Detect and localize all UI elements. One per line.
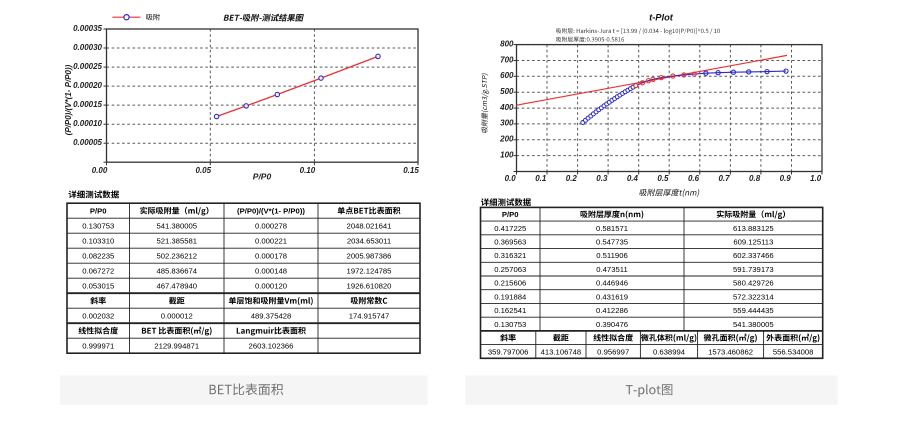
svg-text:413.106748: 413.106748 — [541, 347, 582, 356]
svg-text:0.215606: 0.215606 — [494, 279, 526, 288]
svg-text:400: 400 — [499, 103, 514, 112]
svg-text:0.067272: 0.067272 — [82, 267, 114, 276]
svg-text:0.000221: 0.000221 — [255, 237, 287, 246]
svg-text:0.316321: 0.316321 — [494, 251, 526, 260]
svg-text:0.446946: 0.446946 — [596, 279, 628, 288]
svg-text:2048.021641: 2048.021641 — [347, 222, 392, 231]
svg-text:489.375428: 489.375428 — [251, 312, 292, 321]
svg-text:0.00010: 0.00010 — [73, 119, 102, 128]
svg-text:0.00: 0.00 — [92, 166, 108, 175]
svg-text:541.380005: 541.380005 — [156, 222, 197, 231]
svg-text:502.236212: 502.236212 — [156, 252, 197, 261]
svg-text:541.380005: 541.380005 — [733, 320, 774, 329]
svg-text:0.053015: 0.053015 — [82, 282, 114, 291]
svg-text:0.473511: 0.473511 — [596, 265, 628, 274]
svg-text:0.3: 0.3 — [596, 174, 608, 183]
svg-text:0.130753: 0.130753 — [494, 320, 526, 329]
svg-text:0.15: 0.15 — [403, 166, 419, 175]
svg-text:(P/P0)/(V*(1- P/P0)): (P/P0)/(V*(1- P/P0)) — [64, 64, 73, 135]
svg-text:559.444435: 559.444435 — [733, 306, 774, 315]
svg-text:0.000148: 0.000148 — [255, 267, 287, 276]
svg-text:300: 300 — [500, 119, 514, 128]
svg-text:0.1: 0.1 — [535, 174, 547, 183]
svg-text:0.000120: 0.000120 — [255, 282, 287, 291]
svg-text:0.6: 0.6 — [688, 174, 700, 183]
svg-text:700: 700 — [500, 55, 514, 64]
svg-text:0.956997: 0.956997 — [597, 347, 629, 356]
svg-text:0.257063: 0.257063 — [494, 265, 526, 274]
svg-text:0.00015: 0.00015 — [73, 100, 102, 109]
svg-text:0.002032: 0.002032 — [82, 312, 114, 321]
svg-text:0.000278: 0.000278 — [255, 222, 287, 231]
svg-text:0.00005: 0.00005 — [73, 138, 102, 147]
svg-text:P/P0: P/P0 — [253, 172, 272, 182]
svg-text:0.5: 0.5 — [657, 174, 669, 183]
svg-text:P/P0: P/P0 — [502, 210, 519, 219]
svg-text:0.00030: 0.00030 — [73, 43, 102, 52]
svg-text:0.412286: 0.412286 — [596, 306, 628, 315]
svg-text:1972.124785: 1972.124785 — [347, 267, 392, 276]
svg-text:0.417225: 0.417225 — [494, 224, 526, 233]
svg-text:0.10: 0.10 — [300, 166, 316, 175]
svg-text:0.511906: 0.511906 — [596, 251, 628, 260]
svg-text:500: 500 — [500, 87, 514, 96]
svg-text:0.390476: 0.390476 — [596, 320, 628, 329]
svg-text:0.000012: 0.000012 — [161, 312, 193, 321]
svg-text:0.638994: 0.638994 — [653, 347, 686, 356]
svg-text:0.2: 0.2 — [566, 174, 578, 183]
svg-text:521.385581: 521.385581 — [156, 237, 197, 246]
svg-text:0.369563: 0.369563 — [494, 238, 526, 247]
svg-text:0.191884: 0.191884 — [494, 292, 527, 301]
svg-text:800: 800 — [500, 39, 514, 48]
svg-text:174.915747: 174.915747 — [349, 312, 390, 321]
svg-text:0.00020: 0.00020 — [73, 81, 102, 90]
svg-text:2005.987386: 2005.987386 — [347, 252, 392, 261]
svg-text:609.125113: 609.125113 — [733, 238, 773, 247]
svg-text:0.103310: 0.103310 — [82, 237, 114, 246]
svg-text:200: 200 — [499, 135, 514, 144]
svg-text:P/P0: P/P0 — [90, 207, 107, 216]
svg-text:0.00025: 0.00025 — [73, 62, 102, 71]
svg-text:0.7: 0.7 — [718, 174, 730, 183]
svg-text:0.162541: 0.162541 — [494, 306, 526, 315]
svg-text:0.547735: 0.547735 — [596, 238, 628, 247]
svg-text:0.05: 0.05 — [196, 166, 212, 175]
svg-text:0.8: 0.8 — [749, 174, 761, 183]
svg-text:1926.610820: 1926.610820 — [347, 282, 392, 291]
svg-text:0.9: 0.9 — [780, 174, 792, 183]
svg-text:613.883125: 613.883125 — [733, 224, 774, 233]
svg-text:467.478940: 467.478940 — [156, 282, 197, 291]
svg-text:0.431619: 0.431619 — [596, 292, 628, 301]
svg-text:0.0: 0.0 — [505, 174, 517, 183]
svg-text:100: 100 — [500, 150, 514, 159]
svg-text:580.429726: 580.429726 — [733, 279, 774, 288]
svg-text:2129.994871: 2129.994871 — [154, 342, 199, 351]
svg-text:359.797006: 359.797006 — [488, 347, 529, 356]
svg-text:0.999971: 0.999971 — [82, 342, 114, 351]
svg-text:0.4: 0.4 — [627, 174, 639, 183]
svg-text:485.836674: 485.836674 — [156, 267, 197, 276]
svg-text:602.337466: 602.337466 — [733, 251, 774, 260]
svg-text:0.000178: 0.000178 — [255, 252, 287, 261]
svg-text:0.581571: 0.581571 — [596, 224, 628, 233]
svg-text:572.322314: 572.322314 — [733, 292, 774, 301]
svg-text:1573.460862: 1573.460862 — [708, 347, 753, 356]
svg-text:1.0: 1.0 — [810, 174, 822, 183]
svg-text:0.00035: 0.00035 — [73, 24, 102, 33]
svg-text:591.739173: 591.739173 — [733, 265, 774, 274]
svg-text:0.082235: 0.082235 — [82, 252, 114, 261]
svg-text:t-Plot: t-Plot — [649, 13, 674, 23]
svg-text:0.130753: 0.130753 — [82, 222, 114, 231]
svg-text:556.534008: 556.534008 — [773, 347, 814, 356]
svg-text:600: 600 — [500, 71, 514, 80]
svg-text:2603.102366: 2603.102366 — [249, 342, 294, 351]
svg-text:(P/P0)/(V*(1- P/P0)): (P/P0)/(V*(1- P/P0)) — [237, 207, 305, 216]
svg-text:2034.653011: 2034.653011 — [347, 237, 391, 246]
